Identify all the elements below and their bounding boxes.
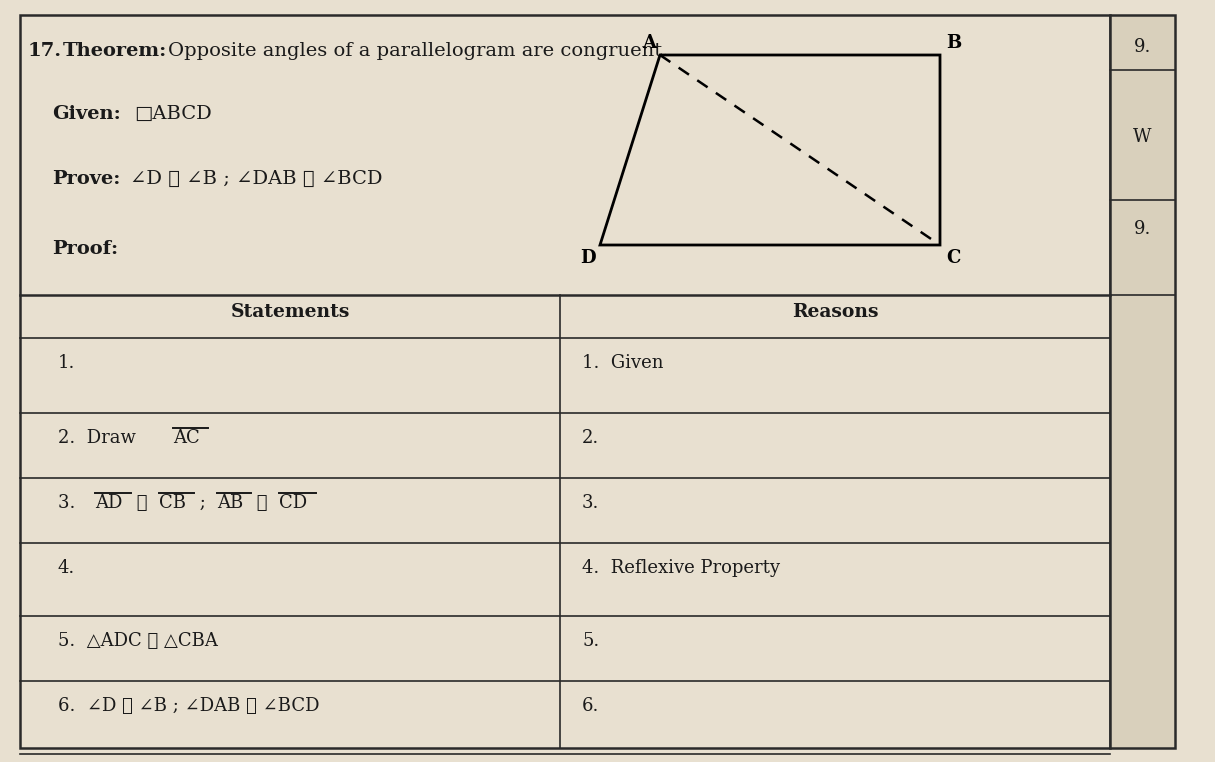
Text: CD: CD bbox=[279, 494, 307, 512]
Text: W: W bbox=[1134, 128, 1152, 146]
Text: CB: CB bbox=[159, 494, 186, 512]
Text: 6.  ∠D ≅ ∠B ; ∠DAB ≅ ∠BCD: 6. ∠D ≅ ∠B ; ∠DAB ≅ ∠BCD bbox=[58, 697, 320, 715]
Text: Prove:: Prove: bbox=[52, 170, 120, 188]
Text: AD: AD bbox=[95, 494, 123, 512]
Text: ∠D ≅ ∠B ; ∠DAB ≅ ∠BCD: ∠D ≅ ∠B ; ∠DAB ≅ ∠BCD bbox=[130, 170, 383, 188]
Text: 9.: 9. bbox=[1134, 38, 1151, 56]
Text: □ABCD: □ABCD bbox=[134, 105, 211, 123]
Text: 3.: 3. bbox=[582, 494, 599, 512]
Text: 9.: 9. bbox=[1134, 220, 1151, 238]
Text: Given:: Given: bbox=[52, 105, 120, 123]
Bar bbox=[1111, 15, 1175, 748]
Text: 17.: 17. bbox=[28, 42, 62, 60]
Text: AB: AB bbox=[216, 494, 243, 512]
Text: 5.  △ADC ≅ △CBA: 5. △ADC ≅ △CBA bbox=[58, 632, 217, 650]
Text: ;: ; bbox=[194, 494, 211, 512]
Text: 4.  Reflexive Property: 4. Reflexive Property bbox=[582, 559, 780, 577]
Bar bbox=[19, 15, 1111, 748]
Text: 2.  Draw: 2. Draw bbox=[58, 429, 147, 447]
Text: 1.: 1. bbox=[58, 354, 75, 372]
Text: Opposite angles of a parallelogram are congruent.: Opposite angles of a parallelogram are c… bbox=[168, 42, 668, 60]
Text: A: A bbox=[642, 34, 656, 52]
Text: D: D bbox=[581, 249, 597, 267]
Text: C: C bbox=[946, 249, 960, 267]
Text: 2.: 2. bbox=[582, 429, 599, 447]
Text: Reasons: Reasons bbox=[792, 303, 878, 321]
Text: ≅: ≅ bbox=[250, 494, 273, 512]
Text: 4.: 4. bbox=[58, 559, 75, 577]
Text: Proof:: Proof: bbox=[52, 240, 118, 258]
Text: 1.  Given: 1. Given bbox=[582, 354, 663, 372]
Text: B: B bbox=[946, 34, 961, 52]
Text: Theorem:: Theorem: bbox=[63, 42, 168, 60]
Text: Statements: Statements bbox=[231, 303, 350, 321]
Text: ≅: ≅ bbox=[130, 494, 153, 512]
Text: 6.: 6. bbox=[582, 697, 599, 715]
Text: AC: AC bbox=[174, 429, 200, 447]
Text: 3.: 3. bbox=[58, 494, 87, 512]
Text: 5.: 5. bbox=[582, 632, 599, 650]
